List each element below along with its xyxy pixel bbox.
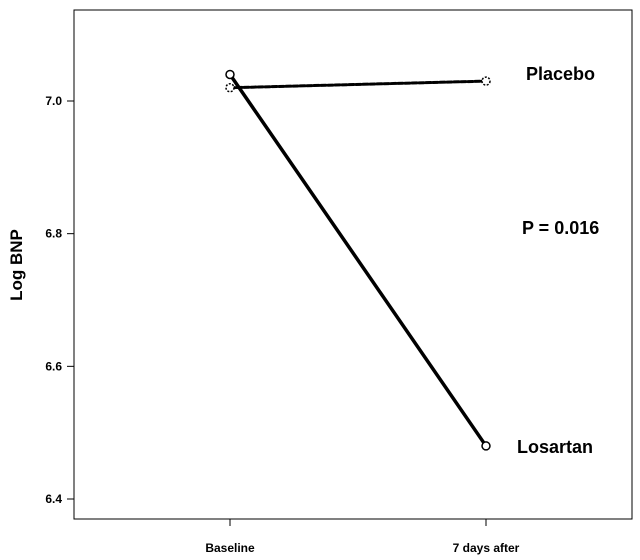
- data-point-losartan: [481, 441, 491, 451]
- series-line-placebo: [228, 79, 488, 90]
- x-tick-label: 7 days after: [453, 541, 520, 555]
- series-label-losartan: Losartan: [517, 437, 593, 457]
- y-tick-label: 7.0: [45, 94, 62, 108]
- y-tick-label: 6.4: [45, 492, 62, 506]
- series-layer: [225, 69, 491, 451]
- y-axis-title: Log BNP: [7, 229, 26, 301]
- x-tick-label: Baseline: [205, 541, 255, 555]
- p-value-annotation: P = 0.016: [522, 218, 599, 238]
- plot-frame: [73, 9, 633, 520]
- y-tick-label: 6.8: [45, 227, 62, 241]
- x-axis: Baseline 7 days after: [205, 519, 520, 555]
- data-point-placebo: [225, 82, 235, 93]
- series-line-losartan: [228, 72, 488, 448]
- series-label-placebo: Placebo: [526, 64, 595, 84]
- y-tick-label: 6.6: [45, 359, 62, 373]
- y-axis: 6.4 6.6 6.8 7.0: [45, 94, 74, 506]
- data-point-placebo: [481, 76, 491, 86]
- data-point-losartan: [225, 69, 235, 80]
